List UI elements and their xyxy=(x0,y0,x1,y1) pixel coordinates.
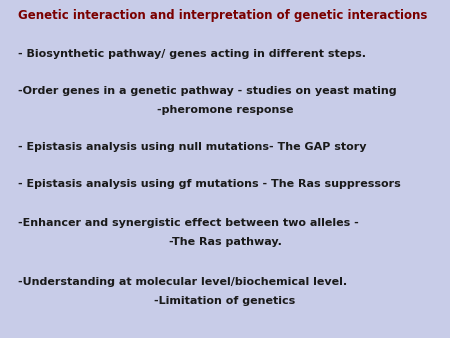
Text: Genetic interaction and interpretation of genetic interactions: Genetic interaction and interpretation o… xyxy=(18,9,427,22)
Text: -Understanding at molecular level/biochemical level.: -Understanding at molecular level/bioche… xyxy=(18,277,347,287)
Text: -The Ras pathway.: -The Ras pathway. xyxy=(169,237,281,247)
Text: -pheromone response: -pheromone response xyxy=(157,105,293,115)
Text: - Biosynthetic pathway/ genes acting in different steps.: - Biosynthetic pathway/ genes acting in … xyxy=(18,49,366,59)
Text: -Limitation of genetics: -Limitation of genetics xyxy=(154,296,296,306)
Text: - Epistasis analysis using null mutations- The GAP story: - Epistasis analysis using null mutation… xyxy=(18,142,366,152)
Text: -Enhancer and synergistic effect between two alleles -: -Enhancer and synergistic effect between… xyxy=(18,218,359,228)
Text: - Epistasis analysis using gf mutations - The Ras suppressors: - Epistasis analysis using gf mutations … xyxy=(18,179,401,189)
Text: -Order genes in a genetic pathway - studies on yeast mating: -Order genes in a genetic pathway - stud… xyxy=(18,86,396,96)
